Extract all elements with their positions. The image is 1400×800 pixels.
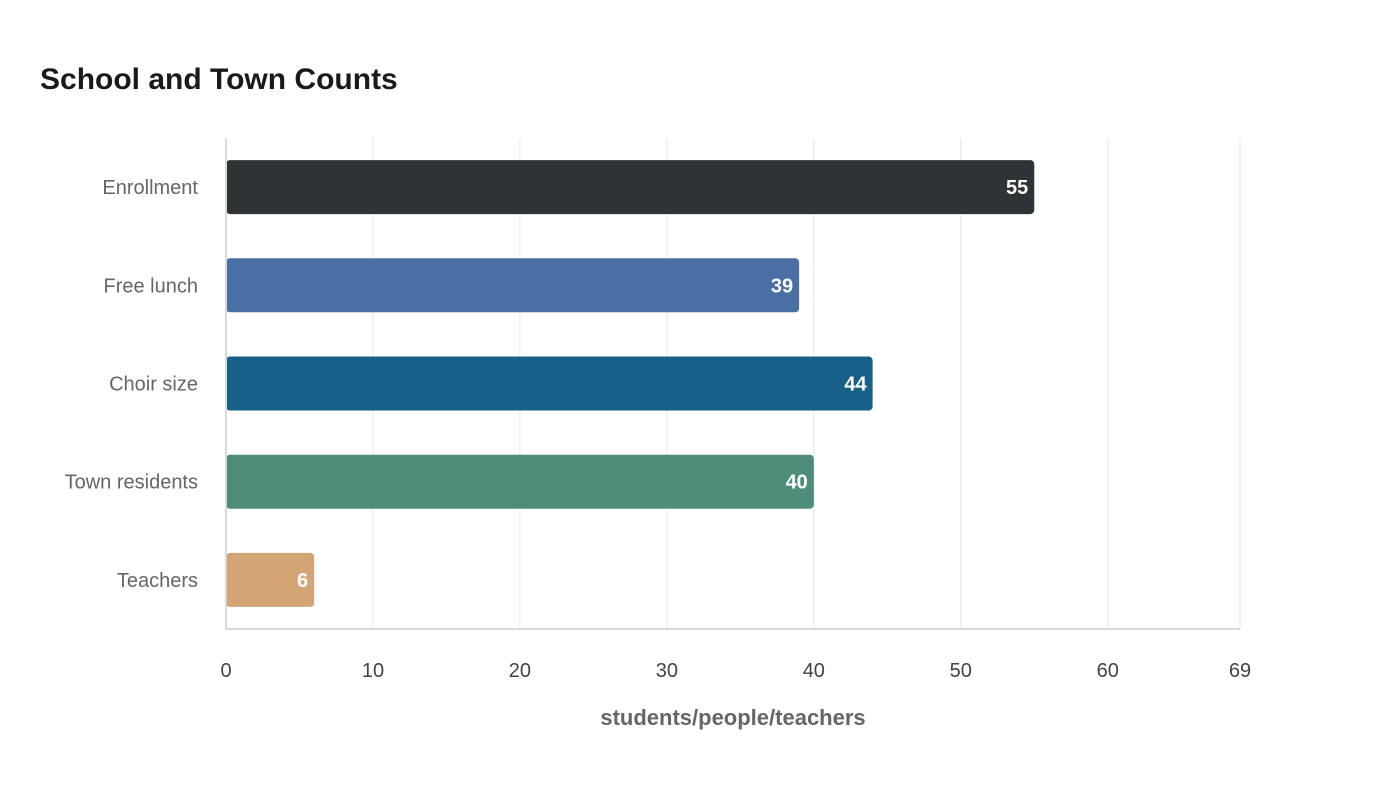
- value-label: 39: [771, 275, 793, 297]
- labels: 0 10 20 30 40 50 60 69 Enrollment 55 Free lunch 39 C…: [65, 177, 1252, 682]
- axes: [225, 138, 1240, 630]
- bar: [226, 552, 315, 607]
- x-tick-label: 20: [509, 660, 531, 682]
- x-tick-label: 69: [1229, 660, 1251, 682]
- x-tick-label: 50: [950, 660, 972, 682]
- category-label: Choir size: [109, 374, 198, 396]
- category-label: Free lunch: [104, 275, 199, 297]
- bar: [226, 160, 1035, 215]
- value-label: 6: [297, 570, 308, 592]
- value-label: 55: [1006, 177, 1028, 199]
- value-label: 40: [786, 472, 808, 494]
- x-tick-label: 40: [803, 660, 825, 682]
- bars: [226, 160, 1035, 607]
- x-axis-title: students/people/teachers: [600, 705, 865, 730]
- bar: [226, 258, 800, 313]
- x-tick-label: 10: [362, 660, 384, 682]
- x-tick-label: 30: [656, 660, 678, 682]
- value-label: 44: [844, 374, 867, 396]
- category-label: Teachers: [117, 570, 198, 592]
- x-tick-label: 60: [1097, 660, 1119, 682]
- category-label: Enrollment: [102, 177, 198, 199]
- bar: [226, 356, 873, 411]
- bar: [226, 454, 814, 509]
- x-tick-label: 0: [220, 660, 231, 682]
- chart-title: School and Town Counts: [40, 63, 398, 96]
- category-label: Town residents: [65, 472, 198, 494]
